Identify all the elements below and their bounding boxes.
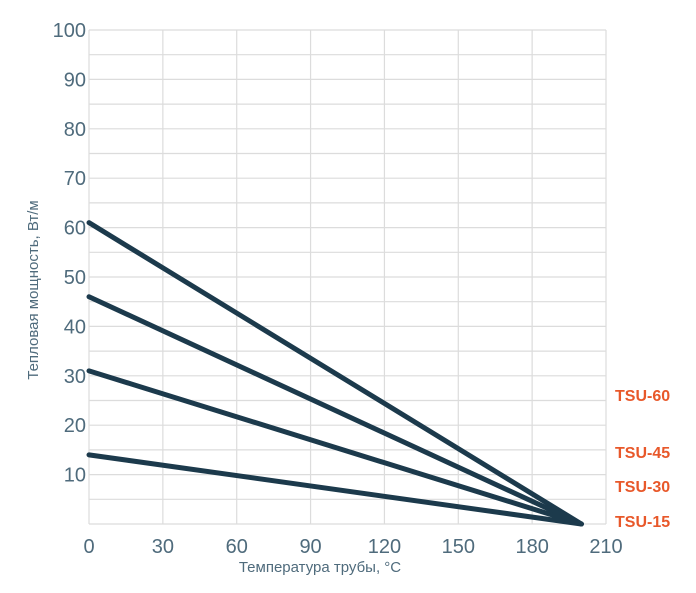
x-tick-label: 60 [226,536,248,558]
series-label-tsu-30: TSU-30 [615,479,670,496]
series-line-tsu-30 [86,368,584,527]
series-lines [86,220,584,527]
x-tick-label: 210 [589,536,622,558]
series-label-tsu-60: TSU-60 [615,388,670,405]
x-tick-labels: 0 30 60 90 120 150 180 210 [83,536,622,558]
series-line-tsu-15 [86,452,584,527]
y-tick-label: 100 [53,20,86,42]
y-tick-label: 10 [64,465,86,487]
y-tick-label: 70 [64,168,86,190]
series-line-tsu-45 [86,294,584,527]
x-tick-label: 120 [368,536,401,558]
y-tick-label: 50 [64,267,86,289]
series-line-tsu-60 [86,220,584,527]
y-tick-labels: 10 20 30 40 50 60 70 80 90 100 [53,20,86,487]
x-tick-label: 0 [83,536,94,558]
y-tick-label: 20 [64,415,86,437]
y-tick-label: 60 [64,218,86,240]
series-labels: TSU-60 TSU-45 TSU-30 TSU-15 [615,388,670,531]
y-tick-label: 30 [64,366,86,388]
y-tick-label: 90 [64,69,86,91]
x-tick-label: 30 [152,536,174,558]
y-tick-label: 80 [64,119,86,141]
y-axis-label: Тепловая мощность, Вт/м [25,200,42,379]
x-axis-label: Температура трубы, °C [239,559,401,576]
x-tick-label: 150 [442,536,475,558]
series-label-tsu-15: TSU-15 [615,514,670,531]
x-tick-label: 180 [515,536,548,558]
series-label-tsu-45: TSU-45 [615,445,670,462]
x-tick-label: 90 [299,536,321,558]
y-tick-label: 40 [64,316,86,338]
